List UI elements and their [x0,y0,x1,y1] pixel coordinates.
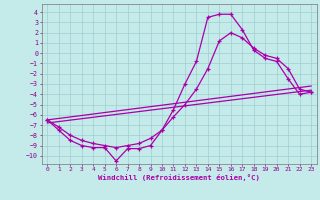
X-axis label: Windchill (Refroidissement éolien,°C): Windchill (Refroidissement éolien,°C) [98,174,260,181]
